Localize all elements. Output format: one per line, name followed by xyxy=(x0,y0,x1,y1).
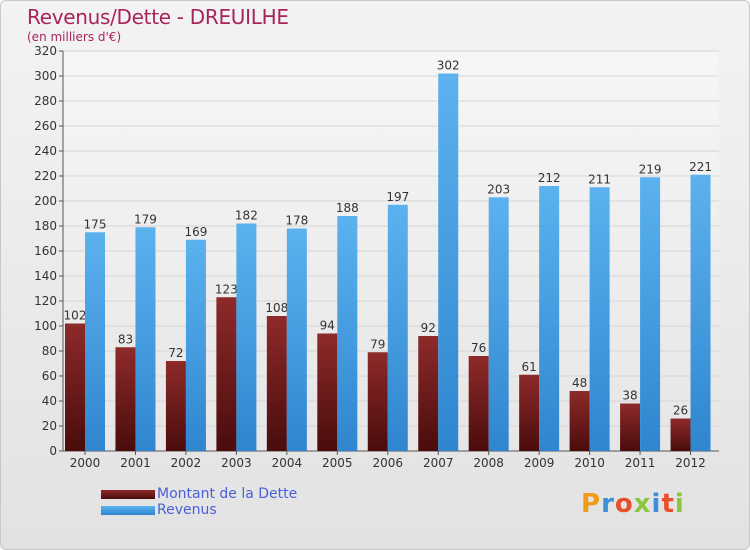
data-label-debt-2000: 102 xyxy=(64,309,87,323)
data-label-revenue-2000: 175 xyxy=(84,217,107,231)
legend-label-debt: Montant de la Dette xyxy=(157,486,298,502)
x-tick-label: 2007 xyxy=(423,456,454,470)
x-tick-label: 2004 xyxy=(272,456,303,470)
y-tick-label: 100 xyxy=(34,319,57,333)
data-label-debt-2008: 76 xyxy=(471,341,486,355)
bar-revenue-2011 xyxy=(640,177,661,451)
x-tick-label: 2011 xyxy=(625,456,656,470)
data-label-debt-2011: 38 xyxy=(622,389,637,403)
bar-revenue-2003 xyxy=(236,223,257,451)
y-tick-label: 320 xyxy=(34,44,57,58)
data-label-debt-2007: 92 xyxy=(421,321,436,335)
bar-revenue-2007 xyxy=(438,73,459,451)
y-tick-label: 0 xyxy=(49,444,57,458)
y-tick-label: 20 xyxy=(42,419,57,433)
data-label-debt-2012: 26 xyxy=(673,404,688,418)
bar-revenue-2001 xyxy=(135,227,156,451)
data-label-debt-2010: 48 xyxy=(572,376,587,390)
y-tick-label: 260 xyxy=(34,119,57,133)
data-label-revenue-2007: 302 xyxy=(437,59,460,73)
chart-title: Revenus/Dette - DREUILHE xyxy=(27,5,289,29)
y-tick-label: 220 xyxy=(34,169,57,183)
bar-debt-2001 xyxy=(115,347,136,451)
x-tick-label: 2012 xyxy=(675,456,706,470)
x-tick-label: 2009 xyxy=(524,456,555,470)
y-tick-label: 240 xyxy=(34,144,57,158)
data-label-debt-2004: 108 xyxy=(265,301,288,315)
data-label-debt-2005: 94 xyxy=(320,319,335,333)
bar-debt-2010 xyxy=(569,391,590,451)
x-tick-label: 2008 xyxy=(473,456,504,470)
chart-subtitle: (en milliers d'€) xyxy=(27,30,122,44)
x-tick-label: 2006 xyxy=(372,456,403,470)
y-tick-label: 120 xyxy=(34,294,57,308)
bar-debt-2008 xyxy=(468,356,489,451)
y-tick-label: 180 xyxy=(34,219,57,233)
y-tick-label: 80 xyxy=(42,344,57,358)
y-tick-label: 160 xyxy=(34,244,57,258)
bar-revenue-2005 xyxy=(337,216,358,451)
y-tick-label: 200 xyxy=(34,194,57,208)
data-label-revenue-2009: 212 xyxy=(538,171,561,185)
bar-revenue-2004 xyxy=(286,228,307,451)
data-label-revenue-2002: 169 xyxy=(184,225,207,239)
x-tick-label: 2003 xyxy=(221,456,252,470)
bar-debt-2007 xyxy=(418,336,439,451)
data-label-debt-2001: 83 xyxy=(118,332,133,346)
bar-debt-2000 xyxy=(65,323,85,451)
data-label-debt-2009: 61 xyxy=(522,360,537,374)
x-tick-label: 2000 xyxy=(70,456,101,470)
data-label-revenue-2005: 188 xyxy=(336,201,359,215)
x-tick-label: 2002 xyxy=(171,456,202,470)
legend-swatch-revenue xyxy=(101,506,155,515)
legend-swatch-debt xyxy=(101,490,155,499)
bar-debt-2002 xyxy=(165,361,186,451)
bar-debt-2003 xyxy=(216,297,237,451)
bar-revenue-2009 xyxy=(539,186,560,451)
legend-label-revenue: Revenus xyxy=(157,502,217,518)
y-tick-label: 40 xyxy=(42,394,57,408)
data-label-debt-2003: 123 xyxy=(215,282,238,296)
y-tick-label: 300 xyxy=(34,69,57,83)
data-label-revenue-2008: 203 xyxy=(487,182,510,196)
bar-debt-2006 xyxy=(367,352,388,451)
data-label-revenue-2012: 221 xyxy=(689,160,712,174)
bar-revenue-2006 xyxy=(387,204,408,451)
bar-revenue-2002 xyxy=(185,239,206,451)
data-label-revenue-2006: 197 xyxy=(386,190,409,204)
proxiti-logo: Proxiti xyxy=(581,489,685,519)
bar-debt-2005 xyxy=(317,333,338,451)
x-tick-label: 2005 xyxy=(322,456,353,470)
bar-debt-2011 xyxy=(620,403,641,451)
bar-revenue-2012 xyxy=(690,174,711,451)
y-tick-label: 140 xyxy=(34,269,57,283)
bar-revenue-2000 xyxy=(85,232,105,451)
data-label-revenue-2001: 179 xyxy=(134,212,157,226)
data-label-revenue-2010: 211 xyxy=(588,172,611,186)
y-tick-label: 280 xyxy=(34,94,57,108)
bar-debt-2009 xyxy=(519,374,540,451)
bar-debt-2012 xyxy=(670,418,691,451)
x-tick-label: 2010 xyxy=(574,456,605,470)
data-label-revenue-2003: 182 xyxy=(235,209,258,223)
bar-revenue-2010 xyxy=(589,187,610,451)
data-label-debt-2006: 79 xyxy=(370,337,385,351)
data-label-revenue-2011: 219 xyxy=(639,162,662,176)
data-label-revenue-2004: 178 xyxy=(285,214,308,228)
x-tick-label: 2001 xyxy=(120,456,151,470)
bar-debt-2004 xyxy=(266,316,287,451)
bar-revenue-2008 xyxy=(488,197,509,451)
y-tick-label: 60 xyxy=(42,369,57,383)
data-label-debt-2002: 72 xyxy=(168,346,183,360)
